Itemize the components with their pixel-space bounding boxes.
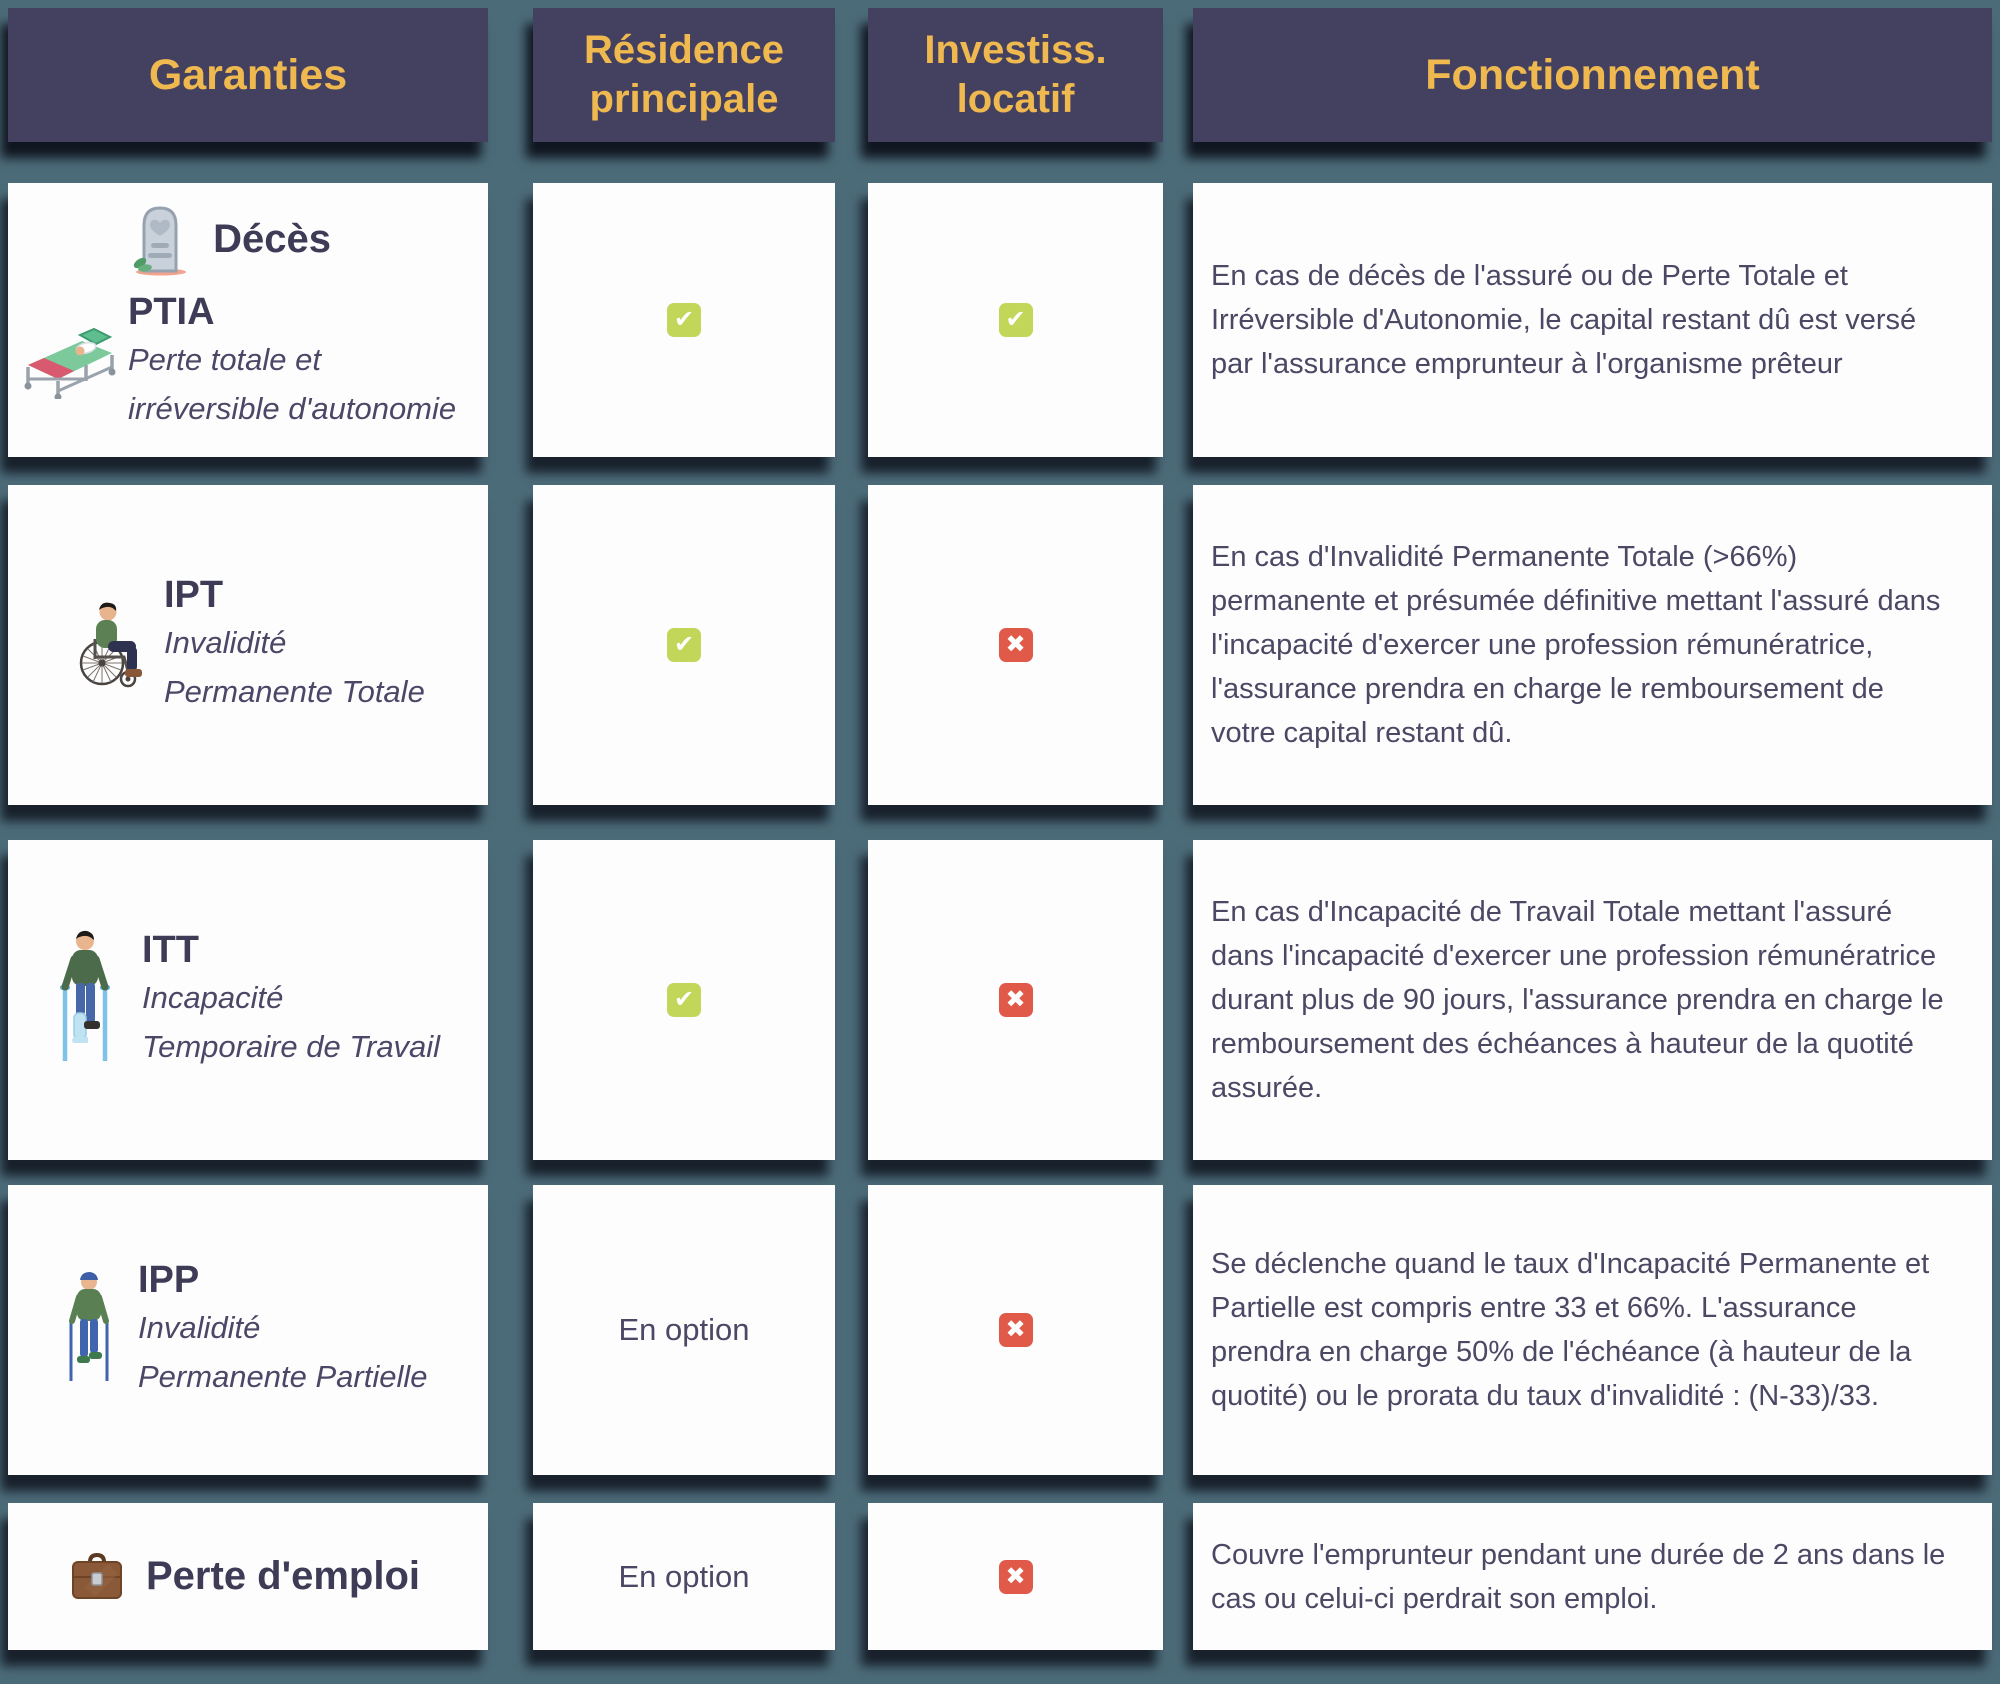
ipp-text: IPP Invalidité Permanente Partielle <box>138 1259 428 1401</box>
cell-itt-locatif: ✖ <box>868 840 1163 1160</box>
header-residence-principale: Résidence principale <box>533 8 835 142</box>
cell-ptia-locatif: ✔ <box>868 183 1163 457</box>
cell-ipp-locatif: ✖ <box>868 1185 1163 1475</box>
cell-perte-emploi-fonctionnement: Couvre l'emprunteur pendant une durée de… <box>1193 1503 1992 1650</box>
garantie-code-itt: ITT <box>142 929 199 972</box>
fonctionnement-text: Se déclenche quand le taux d'Incapacité … <box>1211 1248 1930 1412</box>
garantie-cell-itt: ITT Incapacité Temporaire de Travail <box>8 840 488 1160</box>
garantie-subtitle-line: Invalidité <box>138 1309 261 1345</box>
garantie-title-perte-emploi: Perte d'emploi <box>146 1554 421 1598</box>
ptia-block: PTIA Perte totale et irréversible d'auto… <box>8 291 488 433</box>
garantie-subtitle-line: Permanente Totale <box>164 673 425 709</box>
garantie-cell-ipp: IPP Invalidité Permanente Partielle <box>8 1185 488 1475</box>
garantie-subtitle-line: Perte totale et <box>128 341 322 377</box>
garantie-code-ipp: IPP <box>138 1259 200 1302</box>
ptia-text: PTIA Perte totale et irréversible d'auto… <box>128 291 456 433</box>
header-garanties: Garanties <box>8 8 488 142</box>
garantie-title-deces: Décès <box>213 216 331 261</box>
garantie-code-ipt: IPT <box>164 574 224 617</box>
option-text: En option <box>618 1558 750 1594</box>
deces-header: Décès <box>8 183 454 277</box>
cell-itt-fonctionnement: En cas d'Incapacité de Travail Totale me… <box>1193 840 1992 1160</box>
cell-perte-emploi-locatif: ✖ <box>868 1503 1163 1650</box>
comparison-table: Garanties Résidence principale Investiss… <box>8 8 1992 1650</box>
garantie-subtitle-line: Permanente Partielle <box>138 1358 428 1394</box>
garantie-subtitle-line: Invalidité <box>164 624 287 660</box>
garantie-code-ptia: PTIA <box>128 291 215 333</box>
check-icon: ✔ <box>667 983 701 1017</box>
fonctionnement-text: En cas de décès de l'assuré ou de Perte … <box>1211 260 1917 380</box>
garantie-subtitle-line: irréversible d'autonomie <box>128 390 457 426</box>
check-icon: ✔ <box>667 303 701 337</box>
fonctionnement-text: En cas d'Incapacité de Travail Totale me… <box>1211 896 1944 1104</box>
wheelchair-icon <box>78 599 148 691</box>
cell-ptia-residence: ✔ <box>533 183 835 457</box>
cross-icon: ✖ <box>998 1559 1033 1594</box>
cell-itt-residence: ✔ <box>533 840 835 1160</box>
crutches-person-icon <box>56 929 116 1071</box>
itt-text: ITT Incapacité Temporaire de Travail <box>142 929 440 1071</box>
walking-canes-person-icon <box>64 1269 114 1391</box>
cell-ptia-fonctionnement: En cas de décès de l'assuré ou de Perte … <box>1193 183 1992 457</box>
cross-icon: ✖ <box>998 628 1033 662</box>
cell-ipt-locatif: ✖ <box>868 485 1163 805</box>
tombstone-icon <box>131 201 189 277</box>
garantie-subtitle-line: Incapacité <box>142 979 284 1015</box>
cell-perte-emploi-residence: En option <box>533 1503 835 1650</box>
header-fonctionnement: Fonctionnement <box>1193 8 1992 142</box>
cell-ipp-residence: En option <box>533 1185 835 1475</box>
option-text: En option <box>618 1312 750 1347</box>
cross-icon: ✖ <box>998 1313 1033 1347</box>
fonctionnement-text: Couvre l'emprunteur pendant une durée de… <box>1211 1538 1946 1615</box>
garantie-cell-ipt: IPT Invalidité Permanente Totale <box>8 485 488 805</box>
hospital-bed-icon <box>20 321 124 433</box>
briefcase-icon <box>70 1552 124 1602</box>
cell-ipt-residence: ✔ <box>533 485 835 805</box>
ipt-text: IPT Invalidité Permanente Totale <box>164 574 425 716</box>
cross-icon: ✖ <box>998 983 1033 1017</box>
garantie-cell-deces-ptia: Décès PTIA Perte totale e <box>8 183 488 457</box>
header-investissement-locatif: Investiss. locatif <box>868 8 1163 142</box>
check-icon: ✔ <box>667 628 701 662</box>
garantie-subtitle-line: Temporaire de Travail <box>142 1028 441 1064</box>
cell-ipt-fonctionnement: En cas d'Invalidité Permanente Totale (>… <box>1193 485 1992 805</box>
cell-ipp-fonctionnement: Se déclenche quand le taux d'Incapacité … <box>1193 1185 1992 1475</box>
garantie-cell-perte-emploi: Perte d'emploi <box>8 1503 488 1650</box>
fonctionnement-text: En cas d'Invalidité Permanente Totale (>… <box>1211 541 1941 749</box>
check-icon: ✔ <box>998 303 1033 337</box>
